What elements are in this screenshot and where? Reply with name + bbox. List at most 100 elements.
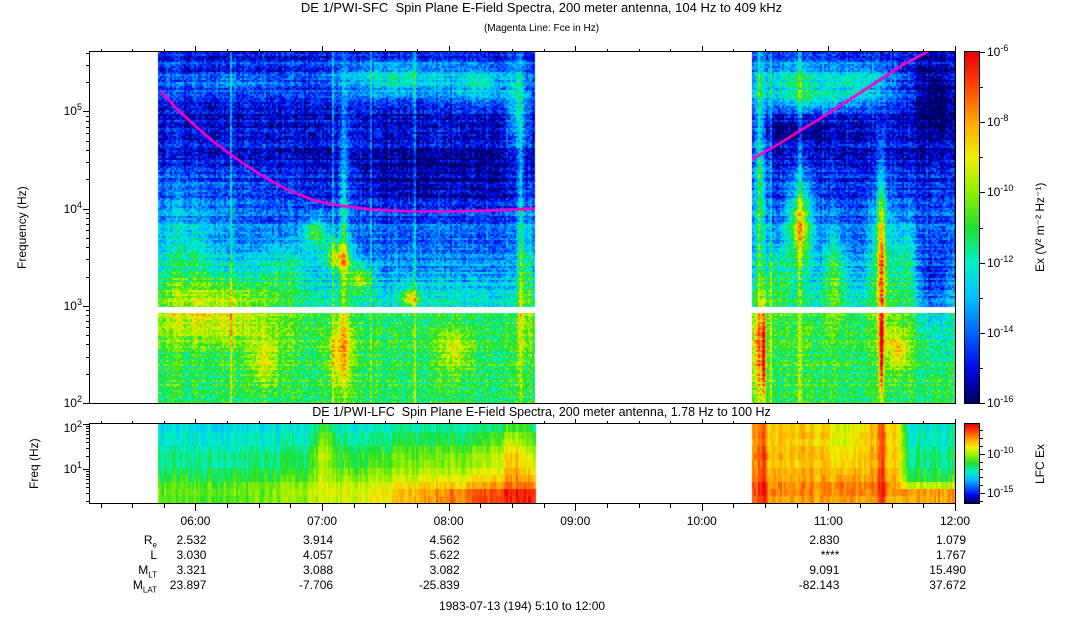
- tick: [86, 53, 90, 54]
- tick: [923, 421, 924, 424]
- tick: [544, 49, 545, 52]
- tick: [322, 46, 323, 52]
- sfc-title: DE 1/PWI-SFC Spin Plane E-Field Spectra,…: [300, 0, 783, 15]
- tick: [607, 49, 608, 52]
- tick: [892, 421, 893, 424]
- ephemeris-value: 2.830: [809, 533, 840, 547]
- tick: [86, 479, 90, 480]
- tick: [83, 424, 90, 425]
- tick: [86, 230, 90, 231]
- tick: [164, 421, 165, 424]
- tick: [86, 218, 90, 219]
- tick: [259, 504, 260, 508]
- tick: [86, 431, 90, 432]
- tick: [979, 403, 985, 404]
- ephemeris-row-label: MLT: [138, 563, 157, 580]
- tick: [86, 121, 90, 122]
- tick: [860, 49, 861, 52]
- tick: [86, 448, 90, 449]
- ephemeris-value: 3.914: [303, 533, 334, 547]
- ephemeris-row-label: MLAT: [132, 578, 157, 595]
- tick: [480, 49, 481, 52]
- tick: [860, 504, 861, 508]
- colorbar-tick-label: 10-6: [987, 43, 1009, 59]
- tick: [979, 430, 983, 431]
- tick: [575, 419, 576, 424]
- tick: [797, 49, 798, 52]
- tick: [979, 157, 983, 158]
- colorbar-tick-label: 10-10: [987, 445, 1014, 461]
- tick: [979, 462, 983, 463]
- tick: [164, 49, 165, 52]
- colorbar-tick-label: 10-16: [987, 394, 1014, 410]
- tick: [828, 419, 829, 424]
- tick: [86, 434, 90, 435]
- tick: [86, 162, 90, 163]
- tick: [955, 419, 956, 424]
- tick: [86, 133, 90, 134]
- tick: [385, 49, 386, 52]
- lfc-colorbar: [964, 423, 980, 504]
- tick-label: 102: [63, 419, 82, 435]
- tick: [86, 357, 90, 358]
- tick: [86, 327, 90, 328]
- ephemeris-row-label: L: [150, 548, 157, 562]
- tick: [923, 49, 924, 52]
- tick: [86, 426, 90, 427]
- ephemeris-value: -7.706: [299, 578, 334, 592]
- tick: [923, 504, 924, 508]
- colorbar-tick-label: 10-12: [987, 254, 1014, 270]
- tick: [860, 421, 861, 424]
- tick: [86, 150, 90, 151]
- tick: [164, 504, 165, 508]
- time-axis-label: 09:00: [560, 514, 591, 528]
- tick: [670, 421, 671, 424]
- tick: [417, 49, 418, 52]
- tick: [828, 46, 829, 52]
- sfc-subtitle: (Magenta Line: Fce in Hz): [483, 23, 600, 34]
- tick: [86, 141, 90, 142]
- tick: [195, 419, 196, 424]
- ephemeris-value: ****: [820, 548, 840, 562]
- tick: [765, 421, 766, 424]
- tick: [101, 49, 102, 52]
- tick: [86, 310, 90, 311]
- tick: [449, 504, 450, 511]
- tick: [702, 419, 703, 424]
- ephemeris-value: 2.532: [176, 533, 207, 547]
- tick: [765, 49, 766, 52]
- tick: [195, 504, 196, 511]
- lfc-colorbar-label: LFC Ex: [1033, 443, 1047, 484]
- ephemeris-row-label: Re: [143, 533, 157, 550]
- tick: [417, 504, 418, 508]
- tick: [259, 49, 260, 52]
- tick: [979, 501, 983, 502]
- ephemeris-value: 37.672: [929, 578, 966, 592]
- tick: [544, 504, 545, 508]
- lfc-panel: [89, 423, 956, 504]
- tick: [86, 456, 90, 457]
- tick: [765, 504, 766, 508]
- tick: [132, 421, 133, 424]
- lfc-title: DE 1/PWI-LFC Spin Plane E-Field Spectra,…: [312, 405, 771, 419]
- tick: [639, 49, 640, 52]
- tick: [979, 493, 985, 494]
- tick: [86, 65, 90, 66]
- tick: [86, 315, 90, 316]
- tick: [86, 374, 90, 375]
- ephemeris-value: 3.082: [429, 563, 460, 577]
- tick: [607, 421, 608, 424]
- ephemeris-value: 4.562: [429, 533, 460, 547]
- tick: [979, 368, 983, 369]
- tick: [83, 403, 90, 404]
- tick: [83, 306, 90, 307]
- ephemeris-value: 5.622: [429, 548, 460, 562]
- ephemeris-value: 3.088: [303, 563, 334, 577]
- tick: [86, 224, 90, 225]
- tick: [979, 469, 983, 470]
- time-axis-label: 10:00: [686, 514, 717, 528]
- sfc-colorbar-label: Ex (V² m⁻² Hz⁻¹): [1033, 182, 1047, 273]
- tick: [227, 504, 228, 508]
- footer-date-range: 1983-07-13 (194) 5:10 to 12:00: [438, 599, 606, 613]
- tick: [354, 49, 355, 52]
